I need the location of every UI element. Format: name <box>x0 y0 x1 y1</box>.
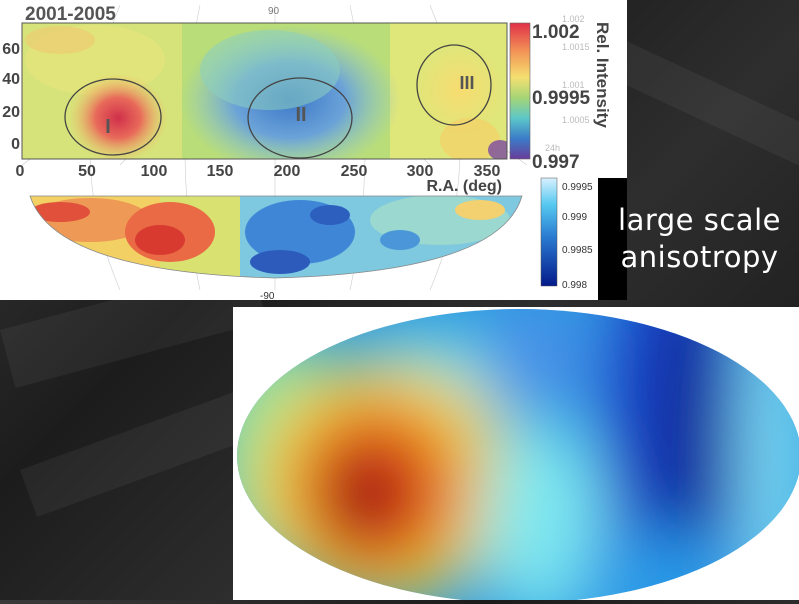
main-cbar-tick: 0.9995 <box>532 88 591 109</box>
background-streak <box>20 387 263 517</box>
dec-tick: 0 <box>11 136 20 153</box>
southern-sky-map <box>30 196 522 278</box>
heading-line-2: anisotropy <box>620 240 779 274</box>
ra-tick: 200 <box>274 163 301 180</box>
ra-tick: 300 <box>407 163 434 180</box>
ra-tick: 350 <box>474 163 501 180</box>
lower-colorbar <box>540 177 558 287</box>
heading-line-1: large scale <box>618 203 781 237</box>
period-label: 2001-2005 <box>25 4 116 25</box>
ra-tick: 50 <box>78 163 96 180</box>
ra-tick: 100 <box>141 163 168 180</box>
dec-tick: 60 <box>2 41 20 58</box>
faint-24h-label: 24h <box>545 143 560 153</box>
region-iii-circle <box>416 44 492 126</box>
north-pole-label: 90 <box>268 6 280 17</box>
ra-axis-label: R.A. (deg) <box>426 178 502 195</box>
region-ii-label: II <box>295 104 306 126</box>
lower-cbar-tick: 0.999 <box>562 212 587 223</box>
south-pole-label: -90 <box>260 291 275 300</box>
dec-tick: 20 <box>2 104 20 121</box>
mollweide-sky-map <box>237 309 799 603</box>
region-ii-circle <box>247 77 353 159</box>
slide-heading: large scale anisotropy <box>600 178 799 298</box>
ra-tick: 0 <box>16 163 25 180</box>
lower-cbar-tick: 0.998 <box>562 280 587 291</box>
region-i-label: I <box>105 116 111 138</box>
main-colorbar <box>509 22 531 160</box>
dec-tick: 40 <box>2 71 20 88</box>
upper-anisotropy-figure: I II III 2001-2005 90 60 40 20 0 0 50 10… <box>0 0 627 302</box>
ra-tick: 150 <box>207 163 234 180</box>
relative-intensity-map <box>22 23 507 159</box>
main-cbar-tick: 1.002 <box>532 22 580 43</box>
region-i-circle <box>64 78 162 156</box>
faint-cbar-tick: 1.0005 <box>562 115 590 125</box>
region-iii-label: III <box>459 73 474 93</box>
faint-cbar-tick: 1.002 <box>562 14 585 24</box>
dipole-skymap-figure <box>233 307 799 603</box>
faint-cbar-tick: 1.001 <box>562 80 585 90</box>
faint-cbar-tick: 1.0015 <box>562 42 590 52</box>
lower-cbar-tick: 0.9995 <box>562 182 593 193</box>
main-cbar-tick: 0.997 <box>532 152 580 173</box>
ra-tick: 250 <box>341 163 368 180</box>
lower-cbar-tick: 0.9985 <box>562 245 593 256</box>
colorbar-title: Rel. Intensity <box>593 22 612 128</box>
